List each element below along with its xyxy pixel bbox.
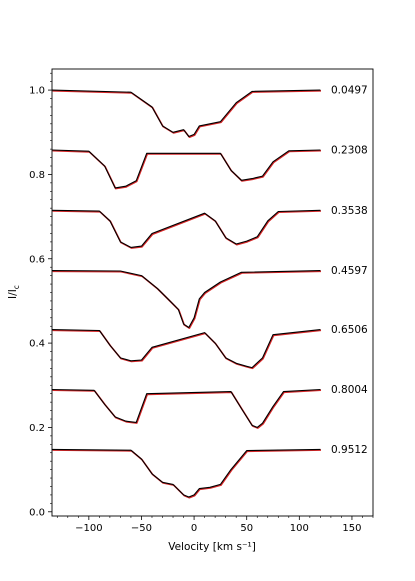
phase-label: 0.3538 [331,205,368,217]
phase-label: 0.0497 [331,85,368,97]
phase-label: 0.6506 [331,324,368,336]
y-tick-label: 1.0 [29,86,45,97]
y-axis-label-sub: c [12,285,21,289]
x-axis-ticks: −100 −50 0 50 100 150 [56,516,374,534]
x-tick-label: −100 [75,523,102,534]
y-axis-ticks: 0.0 0.2 0.4 0.6 0.8 1.0 [29,72,52,518]
phase-label: 0.4597 [331,265,368,277]
y-tick-label: 0.6 [29,254,45,265]
model-profile-line [51,89,321,138]
model-profile-line [51,270,321,329]
phase-labels: 0.0497 0.2308 0.3538 0.4597 0.6506 0.8004 0.95… [331,85,368,456]
phase-label: 0.9512 [331,444,368,456]
model-profile-line [51,448,321,498]
model-profile-line [51,209,321,248]
model-profile-line [51,388,321,428]
model-profile-line [51,149,321,189]
x-tick-label: 0 [191,523,197,534]
y-tick-label: 0.0 [29,507,45,518]
x-tick-label: 100 [290,523,309,534]
x-tick-label: 50 [240,523,253,534]
x-tick-label: −50 [131,523,152,534]
x-axis-label: Velocity [km s⁻¹] [168,541,256,553]
model-lines [51,89,321,498]
y-axis-label: I/Ic [7,285,21,299]
x-tick-label: 150 [342,523,361,534]
model-profile-line [51,329,321,369]
phase-label: 0.2308 [331,144,368,156]
phase-label: 0.8004 [331,384,368,396]
y-axis-label-main: I/I [7,289,19,299]
y-tick-label: 0.8 [29,170,45,181]
y-tick-label: 0.2 [29,423,45,434]
y-tick-label: 0.4 [29,339,45,350]
